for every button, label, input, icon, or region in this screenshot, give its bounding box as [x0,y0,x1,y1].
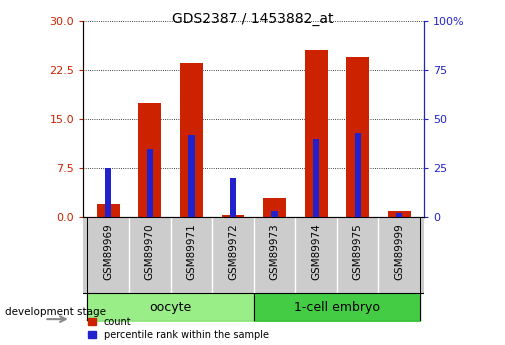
Bar [271,211,278,217]
Text: GSM89971: GSM89971 [186,224,196,280]
Bar [138,103,161,217]
Bar [180,63,203,217]
Text: GSM89970: GSM89970 [145,224,155,280]
Bar [188,135,194,217]
Bar [222,215,244,217]
Bar [313,139,319,217]
Text: GSM89975: GSM89975 [352,224,363,280]
Text: oocyte: oocyte [149,300,192,314]
Bar [263,198,286,217]
Bar [105,168,112,217]
Bar [305,50,328,217]
Text: 1-cell embryo: 1-cell embryo [294,300,380,314]
Text: GSM89999: GSM89999 [394,224,405,280]
Bar [396,214,402,217]
Text: GSM89974: GSM89974 [311,224,321,280]
Text: GDS2387 / 1453882_at: GDS2387 / 1453882_at [172,12,333,26]
Bar [97,204,120,217]
Text: GSM89969: GSM89969 [103,224,113,280]
Text: development stage: development stage [5,307,106,317]
Bar [346,57,369,217]
Bar [230,178,236,217]
Legend: count, percentile rank within the sample: count, percentile rank within the sample [88,317,269,340]
Bar [388,211,411,217]
Text: GSM89972: GSM89972 [228,224,238,280]
Bar [147,148,153,217]
Text: GSM89973: GSM89973 [270,224,280,280]
Bar [355,133,361,217]
